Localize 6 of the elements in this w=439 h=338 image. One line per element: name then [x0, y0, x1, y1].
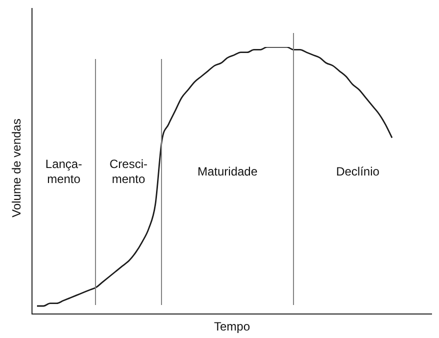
annotation: Cresci- mento — [110, 156, 148, 186]
annotation: Lança- mento — [45, 156, 82, 186]
annotation: Declínio — [336, 164, 380, 178]
y-axis-title: Volume de vendas — [9, 118, 24, 218]
annotation: Maturidade — [197, 164, 258, 178]
x-axis-title: Tempo — [214, 319, 250, 334]
